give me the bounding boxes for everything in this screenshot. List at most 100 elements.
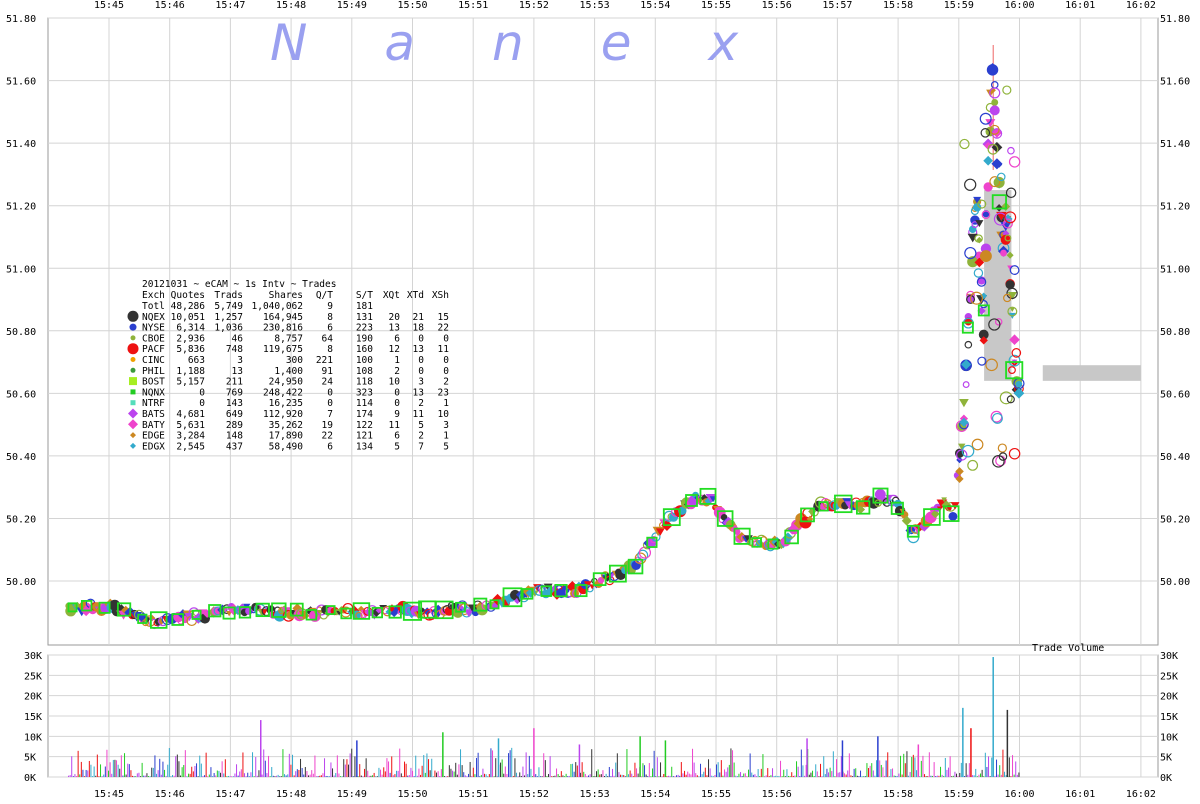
stats-cell: 6: [394, 333, 400, 344]
x-tick-label-top: 15:48: [276, 0, 306, 11]
trade-marker-square: [289, 602, 304, 617]
stats-cell: 649: [226, 409, 243, 420]
stats-cell: 1,400: [274, 366, 303, 377]
stats-cell: 3: [418, 377, 424, 388]
stats-cell: 748: [226, 344, 243, 355]
x-tick-label-bottom: 15:57: [822, 789, 852, 800]
trade-marker-circle: [1007, 146, 1015, 155]
trade-marker-square: [784, 529, 799, 545]
stats-cell: 11: [389, 420, 401, 431]
nbbo-band: [1042, 365, 1141, 381]
stats-cell: 1: [443, 398, 449, 409]
y-tick-label-left: 51.80: [6, 14, 36, 25]
stats-cell: 1,257: [214, 312, 243, 323]
trade-marker-square: [340, 607, 352, 620]
x-tick-label-bottom: 15:54: [640, 789, 670, 800]
stats-cell: 174: [356, 409, 373, 420]
trade-marker-square: [208, 604, 222, 618]
x-tick-label-top: 15:56: [762, 0, 792, 11]
stats-cell: 16,235: [269, 398, 303, 409]
trade-marker-diamond: [1013, 387, 1025, 399]
x-tick-label-bottom: 15:45: [94, 789, 124, 800]
stats-header-xqt: XQt: [383, 290, 400, 301]
stats-cell: 118: [356, 377, 373, 388]
trade-marker-circle: [720, 514, 728, 521]
x-tick-label-bottom: 16:02: [1126, 789, 1156, 800]
stats-cell: 0: [443, 333, 449, 344]
stats-cell: 1,036: [214, 323, 243, 334]
trade-marker-diamond: [955, 474, 964, 484]
trade-marker-circle: [989, 124, 1000, 135]
trade-marker-diamond: [901, 515, 912, 526]
stats-cell: 0: [443, 366, 449, 377]
stats-cell: NQEX: [142, 312, 165, 323]
trade-marker-square: [662, 508, 681, 527]
trade-marker-diamond: [959, 417, 969, 427]
trade-marker-square: [489, 599, 500, 610]
trade-marker-triangle: [583, 581, 592, 588]
watermark-text: Nanex: [270, 14, 815, 72]
stats-cell: 22: [438, 323, 449, 334]
stats-cell: 289: [226, 420, 243, 431]
trade-marker-circle: [971, 221, 979, 228]
stats-cell: 19: [322, 420, 334, 431]
stats-cell: 300: [286, 355, 303, 366]
stats-cell: 3,284: [176, 431, 205, 442]
x-tick-label-bottom: 15:56: [762, 789, 792, 800]
x-tick-label-bottom: 15:55: [701, 789, 731, 800]
trade-marker-triangle: [1009, 307, 1015, 312]
trade-marker-circle: [734, 528, 741, 536]
stats-cell: 3: [237, 355, 243, 366]
trade-marker-circle: [1008, 447, 1021, 460]
stats-cell: 119,675: [263, 344, 303, 355]
stats-cell: 10: [389, 377, 401, 388]
trade-marker-circle: [1000, 249, 1007, 257]
trade-marker-circle: [597, 577, 605, 584]
trade-marker-triangle: [985, 119, 996, 128]
y-tick-label-left: 50.40: [6, 452, 36, 463]
volume-y-tick-left: 20K: [24, 692, 42, 703]
trade-markers-layer: [65, 45, 1025, 630]
trade-marker-circle: [980, 128, 991, 138]
stats-cell: 91: [322, 366, 334, 377]
trade-marker-square: [608, 564, 627, 583]
trade-marker-circle: [991, 412, 1003, 424]
trade-marker-circle: [976, 277, 987, 287]
trade-marker-square: [1005, 361, 1024, 380]
stats-cell: 143: [226, 398, 243, 409]
x-tick-label-top: 15:59: [944, 0, 974, 11]
stats-cell: 0: [327, 398, 333, 409]
trade-marker-square: [502, 587, 523, 608]
stats-cell: 21: [413, 312, 425, 323]
trade-marker-square: [371, 606, 383, 619]
x-tick-label-top: 15:54: [640, 0, 670, 11]
trade-marker-square: [352, 602, 371, 620]
stats-cell: 0: [394, 387, 400, 398]
trade-marker-circle: [1011, 348, 1022, 358]
volume-y-tick-right: 25K: [1160, 671, 1178, 682]
trade-marker-circle: [1006, 395, 1015, 404]
trade-marker-triangle: [464, 609, 474, 618]
stats-cell: 18: [413, 323, 425, 334]
stats-cell: 6: [327, 441, 333, 452]
y-tick-label-right: 50.80: [1160, 327, 1190, 338]
stats-cell: 0: [443, 355, 449, 366]
trade-marker-triangle: [967, 233, 978, 243]
stats-cell: 46: [232, 333, 244, 344]
stats-marker-nyse: [129, 323, 137, 331]
stats-header-exch: Exch: [142, 290, 165, 301]
stats-cell: 0: [418, 366, 424, 377]
trade-marker-circle: [997, 443, 1007, 453]
stats-cell: EDGX: [142, 441, 165, 452]
stats-marker-edgx: [130, 442, 136, 449]
trade-marker-square: [171, 613, 185, 626]
trade-marker-circle: [1008, 354, 1021, 367]
trade-marker-diamond: [961, 359, 972, 370]
x-tick-label-top: 15:49: [337, 0, 367, 11]
stats-cell: 0: [199, 387, 205, 398]
trade-marker-diamond: [974, 257, 985, 268]
stats-cell: BATS: [142, 409, 165, 420]
stats-marker-nqnx: [130, 389, 136, 395]
stats-cell: 35,262: [269, 420, 303, 431]
stats-cell: 121: [356, 431, 373, 442]
